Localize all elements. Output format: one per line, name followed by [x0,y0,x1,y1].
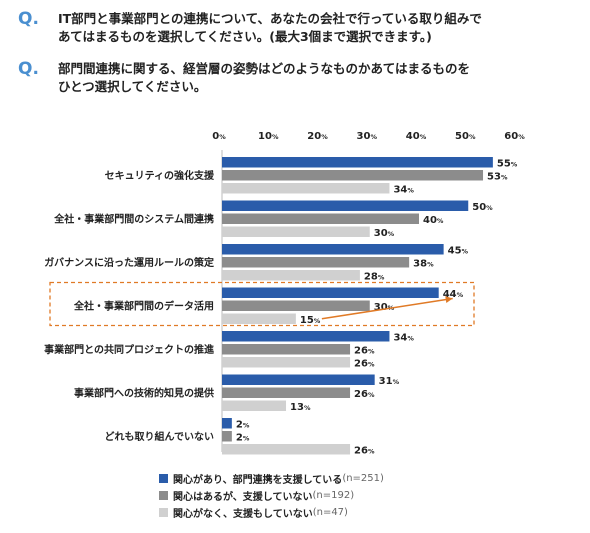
question-2: Q. 部門間連携に関する、経営層の姿勢はどのようなものかあてはまるものを ひとつ… [18,60,578,96]
bar-s2-c6 [222,431,232,442]
value-label-s2-c0: 53% [487,172,508,183]
bar-s2-c2 [222,257,410,268]
legend-label-series-2: 関心はあるが、支援していない [173,492,313,503]
value-label-s3-c0: 34% [393,185,414,196]
legend-item-series-2: 関心はあるが、支援していない (n=192) [159,487,384,504]
category-label-4: 事業部門との共同プロジェクトの推進 [44,343,215,356]
bar-s1-c6 [222,418,232,429]
value-label-s1-c1: 50% [472,202,493,213]
bar-s2-c3 [222,300,370,311]
legend-n-series-3: (n=47) [312,507,348,518]
bar-s3-c5 [222,400,287,411]
legend-label-series-3: 関心がなく、支援もしていない [173,509,313,520]
bar-s1-c4 [222,331,390,342]
value-label-s1-c3: 44% [443,289,464,300]
category-label-6: どれも取り組んでいない [105,430,215,443]
x-tick-label-6: 60% [504,131,525,142]
bar-s1-c1 [222,200,469,211]
question-mark-2: Q. [18,59,39,79]
legend-n-series-2: (n=192) [312,490,355,501]
bar-s2-c0 [222,170,484,181]
value-label-s1-c6: 2% [236,420,250,431]
bar-s3-c1 [222,226,370,237]
legend-swatch-series-2 [159,491,168,500]
question-mark-1: Q. [18,9,39,29]
highlight-box [49,281,475,327]
question-1: Q. IT部門と事業部門との連携について、あなたの会社で行っている取り組みで あ… [18,10,578,46]
category-label-1: 全社・事業部門間のシステム間連携 [53,212,214,225]
bar-s1-c5 [222,374,375,385]
bar-s3-c0 [222,183,390,194]
question-2-line1: 部門間連携に関する、経営層の姿勢はどのようなものかあてはまるものを [58,61,471,76]
legend-swatch-series-1 [159,474,168,483]
value-label-s3-c3: 15% [300,315,321,326]
chart-legend: 関心があり、部門連携を支援している (n=251) 関心はあるが、支援していない(… [159,470,384,521]
legend-label-series-1: 関心があり、部門連携を支援している [173,475,343,486]
value-label-s2-c1: 40% [423,215,444,226]
bar-s3-c6 [222,444,351,455]
value-label-s2-c2: 38% [413,259,434,270]
bar-s1-c2 [222,244,444,255]
x-tick-label-2: 20% [307,131,328,142]
x-tick-label-3: 30% [357,131,378,142]
question-1-line1: IT部門と事業部門との連携について、あなたの会社で行っている取り組みで [58,11,482,26]
value-label-s1-c0: 55% [497,159,518,170]
bar-s3-c2 [222,270,360,281]
bar-s2-c4 [222,344,351,355]
bar-s3-c4 [222,357,351,368]
trend-arrow-line [321,297,453,320]
x-tick-label-4: 40% [406,131,427,142]
category-label-3: 全社・事業部門間のデータ活用 [73,299,214,312]
value-label-s3-c2: 28% [364,272,385,283]
legend-item-series-3: 関心がなく、支援もしていない (n=47) [159,504,384,521]
value-label-s1-c5: 31% [379,376,400,387]
question-1-line2: あてはまるものを選択してください。(最大3個まで選択できます。) [58,29,432,44]
category-label-0: セキュリティの強化支援 [105,169,215,182]
x-tick-label-1: 10% [258,131,279,142]
value-label-s2-c6: 2% [236,433,250,444]
value-label-s2-c4: 26% [354,346,375,357]
question-2-text: 部門間連携に関する、経営層の姿勢はどのようなものかあてはまるものを ひとつ選択し… [58,60,578,96]
bar-s1-c0 [222,157,493,168]
trend-arrow-head [445,296,453,304]
x-tick-label-0: 0% [212,131,226,142]
legend-swatch-series-3 [159,508,168,517]
value-label-s3-c6: 26% [354,446,375,457]
value-label-s3-c1: 30% [374,228,395,239]
value-label-s3-c4: 26% [354,359,375,370]
value-label-s1-c2: 45% [448,246,469,257]
category-label-2: ガバナンスに沿った運用ルールの策定 [44,256,214,269]
category-label-5: 事業部門への技術的知見の提供 [74,386,214,399]
bar-s3-c3 [222,313,296,324]
value-label-s2-c5: 26% [354,389,375,400]
question-1-text: IT部門と事業部門との連携について、あなたの会社で行っている取り組みで あてはま… [58,10,578,46]
bar-s2-c5 [222,387,351,398]
bar-s2-c1 [222,213,419,224]
value-label-s1-c4: 34% [393,333,414,344]
bar-s1-c3 [222,287,439,298]
question-2-line2: ひとつ選択してください。 [58,79,207,94]
value-label-s3-c5: 13% [290,402,311,413]
legend-n-series-1: (n=251) [342,473,384,484]
legend-item-series-1: 関心があり、部門連携を支援している (n=251) [159,470,384,487]
x-tick-label-5: 50% [455,131,476,142]
